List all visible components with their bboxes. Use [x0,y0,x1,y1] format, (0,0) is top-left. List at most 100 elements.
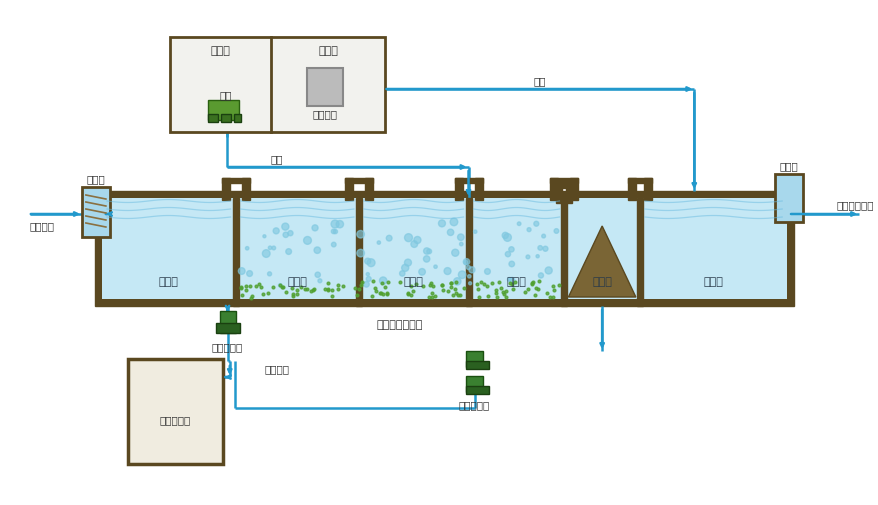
Circle shape [527,228,530,232]
Bar [207,115,217,123]
Circle shape [318,279,321,283]
Circle shape [401,265,408,272]
Text: 定期抽吸: 定期抽吸 [264,363,290,373]
Bar [643,179,651,200]
Circle shape [312,225,318,231]
Circle shape [356,250,364,258]
Circle shape [283,233,288,238]
Text: 厌氧池: 厌氧池 [287,276,306,286]
Circle shape [468,267,474,273]
Circle shape [414,237,421,244]
Bar [465,351,483,367]
Text: 沉淀池: 沉淀池 [592,276,611,286]
Circle shape [473,231,477,234]
Circle shape [423,248,429,255]
Circle shape [508,247,514,252]
Bar [344,179,372,184]
Bar [627,179,651,184]
Bar [550,179,578,184]
Circle shape [331,221,339,229]
Text: 好氧池: 好氧池 [506,276,526,286]
Bar [169,38,385,133]
Circle shape [273,228,279,234]
Circle shape [282,224,289,231]
Circle shape [313,247,320,254]
Bar [241,179,249,200]
Text: 达标出水外排: 达标出水外排 [835,199,873,210]
Bar [570,179,578,200]
Bar [102,198,787,299]
Text: 控制间: 控制间 [210,46,230,56]
Circle shape [533,222,538,227]
Circle shape [377,241,380,245]
Circle shape [434,266,436,269]
Bar [127,359,222,464]
Circle shape [517,223,521,226]
Bar [454,179,482,184]
Circle shape [508,278,515,283]
Circle shape [404,234,412,242]
Circle shape [366,277,371,282]
Circle shape [331,243,335,247]
Circle shape [287,231,292,236]
Circle shape [423,256,429,263]
Circle shape [438,221,445,227]
Text: 消毒间: 消毒间 [319,46,338,56]
Bar [307,68,343,106]
Bar [774,175,802,223]
Circle shape [467,275,471,278]
Bar [220,115,230,123]
Circle shape [503,234,511,242]
Bar [561,198,567,307]
Circle shape [263,235,266,238]
Circle shape [364,259,371,265]
Circle shape [356,231,364,238]
Bar [556,184,562,204]
Bar [221,179,249,184]
Circle shape [366,273,369,276]
Bar [474,179,482,200]
Bar [356,198,362,307]
Polygon shape [568,227,635,297]
Circle shape [459,243,463,246]
Bar [215,323,239,333]
Bar [637,198,642,307]
Circle shape [278,284,282,287]
Bar [465,376,483,392]
Text: 消毒池: 消毒池 [702,276,723,286]
Circle shape [418,269,425,276]
Circle shape [379,277,386,285]
Bar [556,184,572,189]
Bar [627,179,635,200]
Bar [207,101,239,121]
Circle shape [385,236,392,241]
Circle shape [245,247,248,250]
Circle shape [238,268,245,275]
Bar [454,179,462,200]
Circle shape [464,261,467,265]
Circle shape [537,246,542,250]
Circle shape [333,230,337,234]
Text: 污泥浓缩池: 污泥浓缩池 [160,415,191,425]
Bar [344,179,352,200]
Circle shape [399,271,405,277]
Circle shape [484,269,490,275]
Text: 总进水管: 总进水管 [30,221,55,231]
Circle shape [505,252,510,257]
Bar [465,198,471,307]
Circle shape [536,255,538,259]
Text: 缺氧池: 缺氧池 [403,276,423,286]
Text: 采样井: 采样井 [779,161,797,171]
Circle shape [367,259,375,267]
Circle shape [262,250,270,258]
Circle shape [404,260,411,267]
Bar [550,179,558,200]
Circle shape [468,282,471,285]
Circle shape [457,271,465,279]
Circle shape [285,249,291,255]
Circle shape [525,256,529,259]
Circle shape [553,229,558,234]
Circle shape [268,246,271,250]
Text: 加药: 加药 [533,76,545,86]
Circle shape [447,230,453,236]
